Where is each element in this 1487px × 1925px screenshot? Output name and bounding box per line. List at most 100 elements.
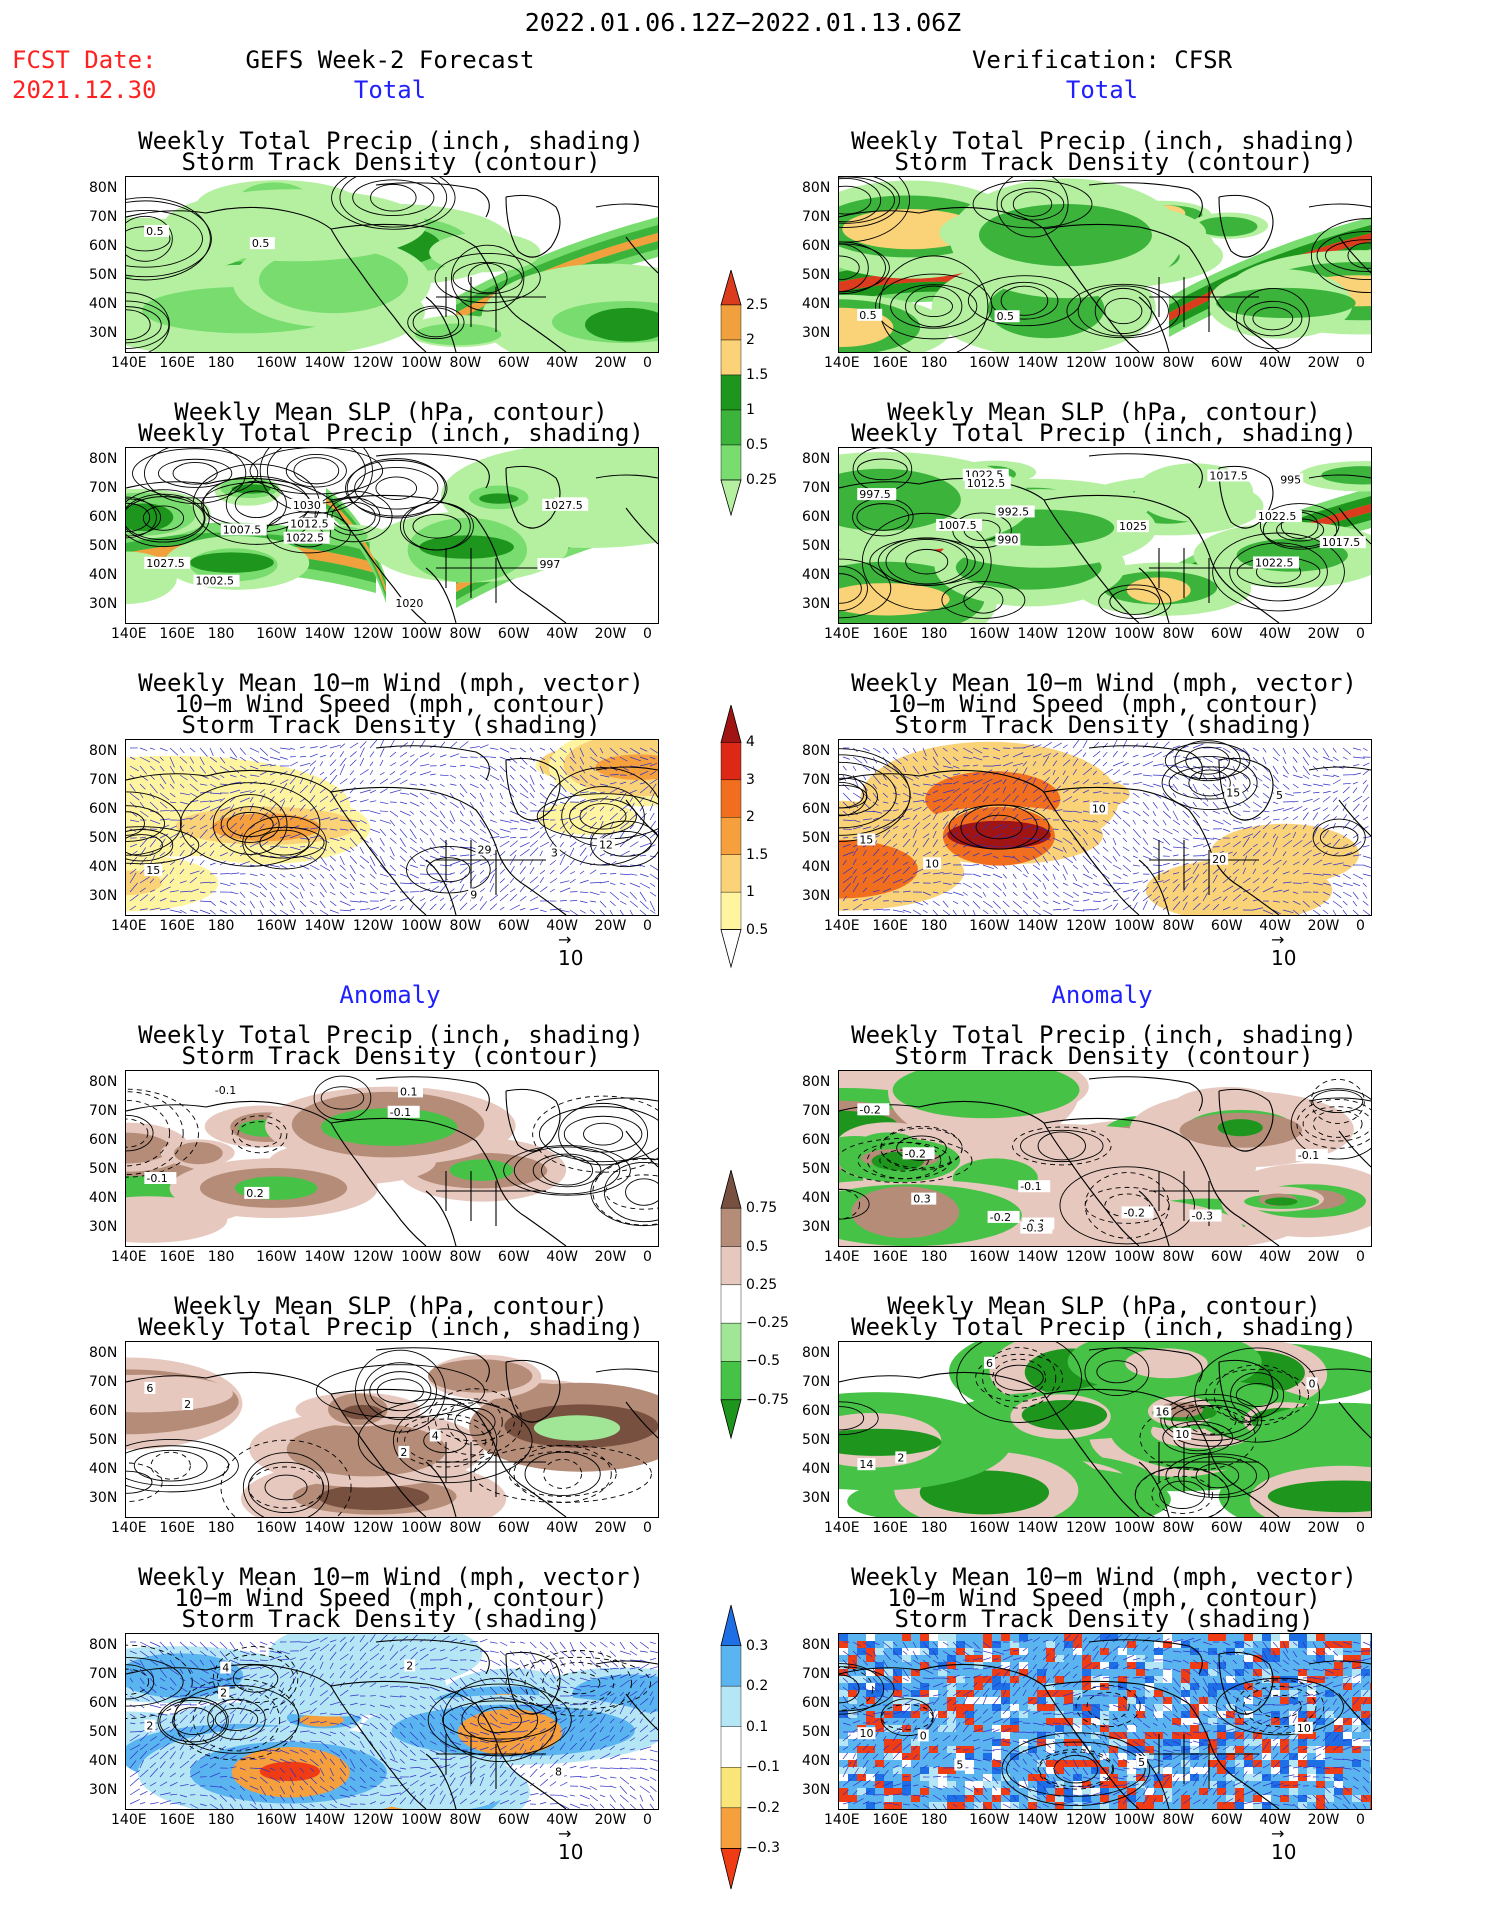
wind-vector [209,1650,217,1657]
lat-tick-label: 80N [89,180,118,196]
wind-vector [519,792,529,799]
grid-cell [1289,1774,1298,1781]
wind-vector [329,855,336,862]
grid-cell [974,1781,983,1788]
p5R-title-line: Weekly Total Precip (inch, shading) [851,1313,1357,1341]
wind-vector [229,891,239,895]
wind-vector [549,888,555,893]
contour-label-bg [1274,788,1286,801]
wind-vector [1342,820,1351,830]
wind-vector [479,1789,486,1796]
contour-ring [249,448,384,495]
wind-vector [1002,805,1007,812]
wind-vector [389,905,397,911]
wind-vector [1092,770,1097,776]
lat-tick-label: 70N [802,480,831,496]
wind-vector [269,1641,276,1645]
shading-field [126,448,658,604]
grid-cell [1037,1795,1046,1802]
wind-vector [409,828,417,840]
contour-label-bg [1306,1377,1318,1390]
wind-vector [409,819,417,828]
wind-vector [259,841,269,848]
lon-tick-label: 0 [1356,1520,1365,1536]
contour-ring [875,273,993,340]
wind-vector [529,765,537,772]
wind-vector [1252,830,1261,839]
wind-vector [429,1647,436,1652]
wind-vector [852,826,863,830]
wind-vector [289,1785,294,1793]
wind-vector [189,1668,194,1674]
grid-cell [1010,1788,1019,1795]
wind-vector [319,788,326,794]
wind-vector [429,837,436,847]
coastline [839,745,1371,915]
wind-vector [1012,776,1021,785]
wind-vector [199,870,205,875]
grid-cell [1100,1676,1109,1683]
wind-vector [619,1704,625,1715]
wind-vector [449,753,460,758]
grid-cell [1334,1697,1343,1704]
wind-vector [309,753,318,758]
wind-vector [589,882,601,884]
grid-cell [1136,1718,1145,1725]
contour-ring [963,586,1004,614]
wind-vector [229,811,236,821]
wind-vector [149,907,161,911]
grid-cell [1226,1753,1235,1760]
wind-vector [209,1794,217,1800]
contour-label: 2 [146,1720,153,1733]
grid-cell [848,1795,857,1802]
wind-vector [872,889,880,893]
wind-vector [629,1785,636,1791]
wind-vector [209,873,218,875]
grid-cell [1316,1697,1325,1704]
coast-segment [1138,1190,1170,1246]
grid-cell [875,1669,884,1676]
wind-vector [1292,806,1303,812]
vector-reference-arrow: → [1271,930,1285,949]
wind-vector [1182,745,1189,749]
grid-cell [1199,1669,1208,1676]
wind-vector [639,1663,650,1670]
wind-vector [249,1697,258,1706]
wind-vector [1342,756,1348,760]
grid-cell [1037,1669,1046,1676]
wind-vector [269,900,276,907]
wind-vector [179,1783,189,1787]
wind-vector [1172,872,1180,875]
wind-vector [269,882,277,889]
grid-cell [1055,1788,1064,1795]
wind-vector [519,1780,529,1787]
grid-cell [1298,1718,1307,1725]
contour-label-bg [144,863,163,876]
wind-vector [539,831,546,839]
wind-vector [199,1725,205,1733]
wind-vector [599,791,606,794]
grid-cell [1019,1662,1028,1669]
contour-label: 992.5 [998,505,1030,518]
wind-vector [932,830,937,839]
wind-vector [269,1758,281,1763]
wind-vector [499,1677,506,1683]
wind-vector [469,1677,476,1682]
wind-vector [489,1713,498,1722]
wind-vector [649,1691,654,1697]
wind-vector [329,864,335,871]
wind-vector [1052,908,1062,911]
wind-vector [459,819,470,827]
coast-segment [595,203,658,208]
wind-vector [1002,845,1010,848]
grid-cell [1253,1655,1262,1662]
contour-ring [839,748,911,842]
wind-vector [239,843,245,848]
wind-vector [319,1803,328,1809]
wind-vector [1062,900,1074,907]
wind-vector [922,783,934,786]
contour-label-bg [1210,852,1229,865]
wind-vector [1082,873,1093,880]
wind-vector [882,867,888,875]
wind-vector [619,1667,626,1670]
